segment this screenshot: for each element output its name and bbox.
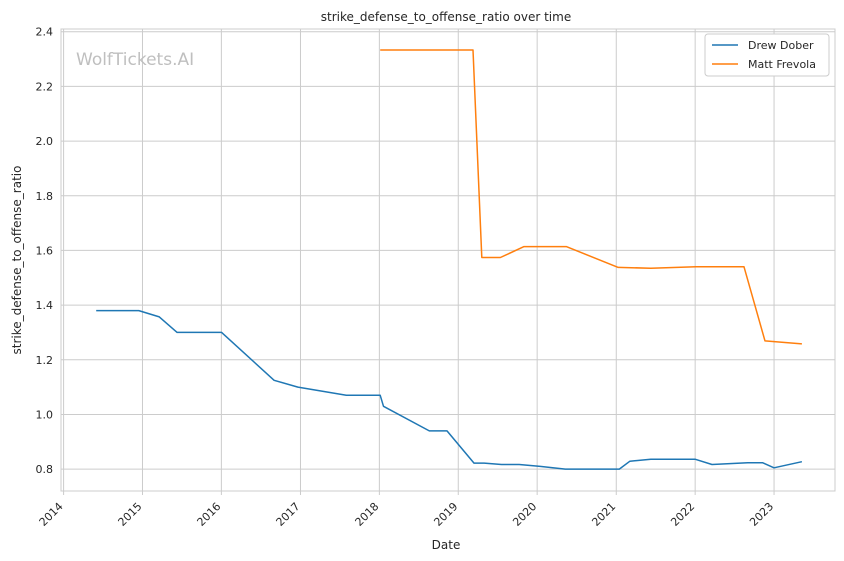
- x-tick-label: 2022: [668, 500, 697, 529]
- y-tick-label: 1.2: [36, 354, 54, 367]
- x-tick-label: 2015: [116, 500, 145, 529]
- legend-label-drew-dober: Drew Dober: [748, 39, 814, 52]
- watermark-text: WolfTickets.AI: [76, 50, 194, 70]
- x-tick-label: 2023: [747, 500, 776, 529]
- y-tick-label: 2.2: [36, 80, 54, 93]
- grid: [61, 29, 835, 491]
- y-tick-label: 1.0: [36, 408, 54, 421]
- x-tick-label: 2016: [195, 500, 224, 529]
- y-tick-label: 0.8: [36, 463, 54, 476]
- x-tick-label: 2019: [431, 500, 460, 529]
- series-layer: [96, 49, 803, 470]
- x-tick-label: 2018: [353, 500, 382, 529]
- y-tick-label: 2.4: [36, 26, 54, 39]
- x-tick-label: 2014: [37, 500, 66, 529]
- y-axis-label: strike_defense_to_offense_ratio: [10, 166, 24, 355]
- x-tick-label: 2021: [589, 500, 618, 529]
- x-tick-label: 2020: [510, 500, 539, 529]
- y-tick-label: 1.8: [36, 190, 54, 203]
- legend: Drew Dober Matt Frevola: [704, 33, 830, 77]
- y-tick-label: 1.4: [36, 299, 54, 312]
- x-axis-label: Date: [432, 538, 461, 552]
- x-tick-label: 2017: [274, 500, 303, 529]
- y-tick-label: 1.6: [36, 244, 54, 257]
- chart-title: strike_defense_to_offense_ratio over tim…: [321, 10, 571, 24]
- series-line-drew-dober: [96, 309, 803, 470]
- plot-background: [61, 29, 835, 491]
- plot-border: [60, 28, 836, 492]
- y-tick-label: 2.0: [36, 135, 54, 148]
- series-line-matt-frevola: [380, 49, 802, 345]
- legend-label-matt-frevola: Matt Frevola: [748, 58, 816, 71]
- y-axis-ticks: 0.8 1.0 1.2 1.4 1.6 1.8 2.0 2.2 2.4: [36, 26, 54, 476]
- x-axis-ticks: 2014 2015 2016 2017 2018 2019 2020 2021 2022 2023: [37, 491, 776, 529]
